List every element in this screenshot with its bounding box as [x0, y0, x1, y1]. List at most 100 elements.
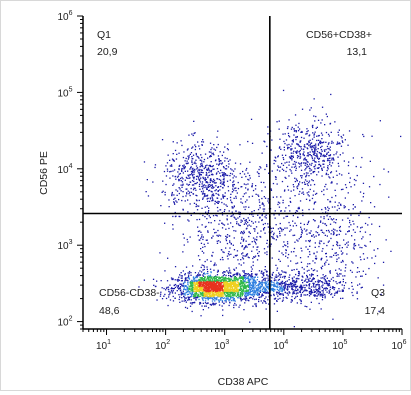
event-dot — [244, 292, 246, 294]
event-dot — [320, 149, 323, 151]
event-dot — [296, 152, 298, 154]
event-dot — [233, 268, 235, 270]
event-dot — [187, 282, 189, 284]
event-dot — [331, 181, 333, 183]
event-dot — [194, 295, 196, 297]
event-dot — [303, 137, 305, 139]
event-dot — [320, 277, 322, 279]
event-dot — [310, 145, 312, 147]
event-dot — [256, 249, 258, 251]
event-dot — [223, 183, 225, 186]
event-dot — [357, 267, 359, 269]
event-dot — [321, 169, 323, 171]
event-dot — [202, 309, 204, 311]
event-dot — [256, 239, 258, 241]
event-dot — [329, 291, 331, 293]
event-dot — [213, 282, 215, 284]
event-dot — [235, 195, 237, 198]
event-dot — [247, 243, 250, 246]
event-dot — [273, 284, 275, 286]
event-dot — [207, 288, 209, 290]
event-dot — [348, 172, 350, 174]
event-dot — [225, 291, 227, 293]
event-dot — [213, 288, 215, 290]
event-dot — [241, 292, 243, 295]
event-dot — [211, 255, 213, 257]
event-dot — [307, 263, 309, 265]
event-dot — [210, 304, 212, 306]
event-dot — [264, 252, 266, 254]
event-dot — [200, 231, 202, 233]
event-dot — [198, 169, 200, 171]
event-dot — [363, 135, 365, 138]
event-dot — [236, 192, 238, 194]
event-dot — [198, 285, 200, 287]
event-dot — [190, 294, 193, 296]
event-dot — [212, 286, 214, 289]
event-dot — [252, 289, 254, 291]
event-dot — [292, 291, 294, 293]
event-dot — [324, 297, 326, 299]
event-dot — [160, 293, 162, 295]
event-dot — [193, 295, 195, 297]
event-dot — [182, 293, 184, 295]
event-dot — [185, 279, 187, 281]
event-dot — [248, 297, 251, 299]
event-dot — [226, 157, 228, 160]
event-dot — [209, 198, 212, 200]
event-dot — [263, 228, 265, 230]
event-dot — [323, 155, 325, 158]
event-dot — [327, 165, 329, 167]
event-dot — [261, 290, 264, 292]
event-dot — [321, 286, 324, 289]
event-dot — [254, 241, 256, 243]
event-dot — [240, 242, 242, 244]
event-dot — [197, 274, 199, 276]
event-dot — [233, 293, 235, 295]
event-dot — [226, 198, 228, 200]
event-dot — [175, 200, 177, 202]
event-dot — [214, 297, 216, 299]
event-dot — [198, 173, 201, 175]
event-dot — [203, 184, 206, 186]
event-dot — [308, 141, 310, 143]
event-dot — [190, 152, 193, 154]
event-dot — [243, 271, 245, 273]
event-dot — [187, 280, 189, 282]
event-dot — [316, 154, 318, 156]
event-dot — [272, 236, 274, 238]
event-dot — [325, 289, 327, 291]
event-dot — [347, 144, 349, 146]
event-dot — [226, 270, 228, 272]
event-dot — [315, 143, 317, 145]
event-dot — [201, 141, 203, 143]
event-dot — [187, 219, 189, 221]
event-dot — [138, 286, 140, 288]
event-dot — [265, 302, 267, 304]
event-dot — [243, 173, 246, 175]
event-dot — [194, 283, 196, 285]
event-dot — [293, 251, 295, 253]
event-dot — [366, 257, 369, 259]
event-dot — [198, 282, 200, 284]
event-dot — [206, 276, 209, 279]
event-dot — [228, 227, 230, 230]
event-dot — [251, 281, 253, 283]
event-dot — [203, 288, 205, 290]
event-dot — [310, 268, 313, 270]
event-dot — [264, 279, 266, 282]
event-dot — [194, 148, 196, 151]
event-dot — [194, 280, 196, 282]
event-dot — [288, 119, 290, 121]
event-dot — [248, 280, 251, 282]
event-dot — [253, 291, 255, 293]
event-dot — [306, 163, 308, 166]
event-dot — [233, 288, 236, 290]
event-dot — [364, 222, 367, 225]
event-dot — [223, 251, 225, 254]
event-dot — [182, 195, 184, 198]
event-dot — [211, 288, 213, 290]
event-dot — [275, 264, 277, 266]
event-dot — [362, 196, 364, 198]
event-dot — [320, 155, 322, 157]
